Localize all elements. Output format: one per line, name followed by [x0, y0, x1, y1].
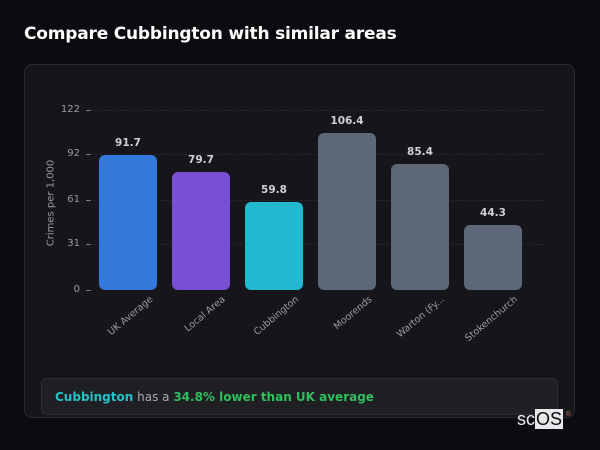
y-tick-mark	[86, 244, 91, 245]
y-tick-label: 122	[60, 104, 80, 115]
bar-value-label: 79.7	[188, 154, 214, 167]
bar-value-label: 59.8	[261, 183, 287, 196]
x-tick-label: UK Average	[105, 294, 156, 338]
grid-line	[94, 110, 544, 111]
bar-stokenchurch[interactable]	[464, 224, 522, 290]
x-tick-label: Warton (Fy...	[395, 294, 448, 341]
y-tick-mark	[86, 154, 91, 155]
y-tick-label: 0	[73, 284, 80, 295]
logo-text-os: OS	[535, 409, 564, 429]
summary-area-name: Cubbington	[55, 390, 134, 404]
summary-stat: 34.8% lower than UK average	[173, 390, 374, 404]
scos-logo: scOS ®	[517, 409, 571, 429]
x-tick-label: Stokenchurch	[463, 294, 521, 345]
bar-cubbington[interactable]	[245, 201, 303, 290]
page-title: Compare Cubbington with similar areas	[24, 24, 397, 44]
y-tick-mark	[86, 200, 91, 201]
x-tick-label: Cubbington	[251, 294, 302, 338]
registered-mark: ®	[565, 411, 572, 418]
summary-text: has a	[133, 390, 174, 404]
bar-local-area[interactable]	[172, 172, 230, 290]
y-tick-label: 31	[67, 238, 80, 249]
y-tick-mark	[86, 110, 91, 111]
bar-moorends[interactable]	[318, 133, 376, 290]
bar-value-label: 44.3	[480, 206, 506, 219]
summary-box: Cubbington has a 34.8% lower than UK ave…	[41, 378, 558, 415]
bar-warton-fy[interactable]	[391, 164, 449, 290]
x-tick-label: Moorends	[331, 294, 375, 333]
bar-value-label: 91.7	[115, 136, 141, 149]
x-tick-label: Local Area	[183, 294, 229, 335]
bar-value-label: 85.4	[407, 146, 433, 158]
bar-value-label: 106.4	[330, 115, 364, 128]
y-tick-label: 61	[67, 194, 80, 205]
y-tick-mark	[86, 290, 91, 291]
y-tick-label: 92	[67, 148, 80, 159]
bar-uk-average[interactable]	[99, 154, 157, 290]
logo-text-sc: sc	[517, 409, 535, 429]
